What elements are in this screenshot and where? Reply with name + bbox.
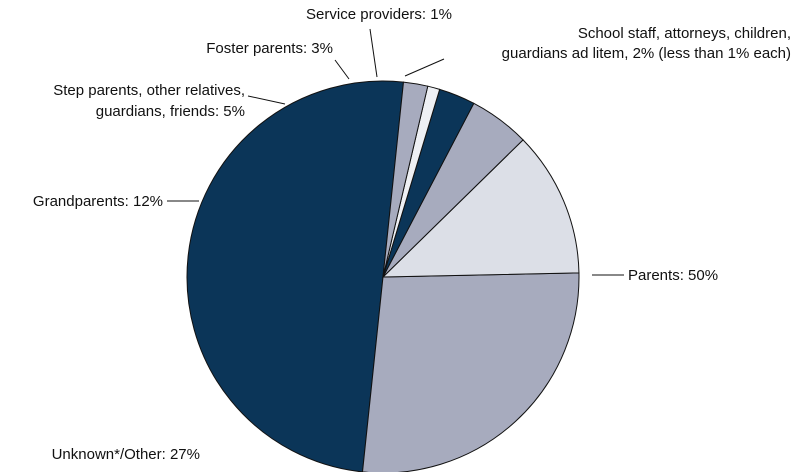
pie-slice-2	[381, 139, 580, 278]
leader-line-5	[369, 28, 378, 78]
pie-labels: Parents: 50% Unknown*/Other: 27% Grandpare…	[33, 6, 791, 463]
slice-label-6: School staff, attorneys, children, guardi…	[502, 25, 791, 62]
leader-line-6	[404, 58, 445, 77]
slice-label-0: Parents: 50%	[628, 267, 718, 284]
slice-label-4: Foster parents: 3%	[206, 40, 333, 57]
leader-line-3	[247, 95, 286, 105]
pie-slice-6	[382, 81, 429, 278]
slice-label-1: Unknown*/Other: 27%	[52, 446, 200, 463]
pie-slices	[186, 80, 580, 472]
slice-label-2: Grandparents: 12%	[33, 193, 163, 210]
leader-line-4	[334, 59, 350, 80]
slice-label-5: Service providers: 1%	[306, 6, 452, 23]
pie-slice-0	[186, 80, 405, 472]
slice-label-3: Step parents, other relatives, guardians,…	[53, 82, 245, 120]
pie-slice-1	[361, 272, 580, 472]
